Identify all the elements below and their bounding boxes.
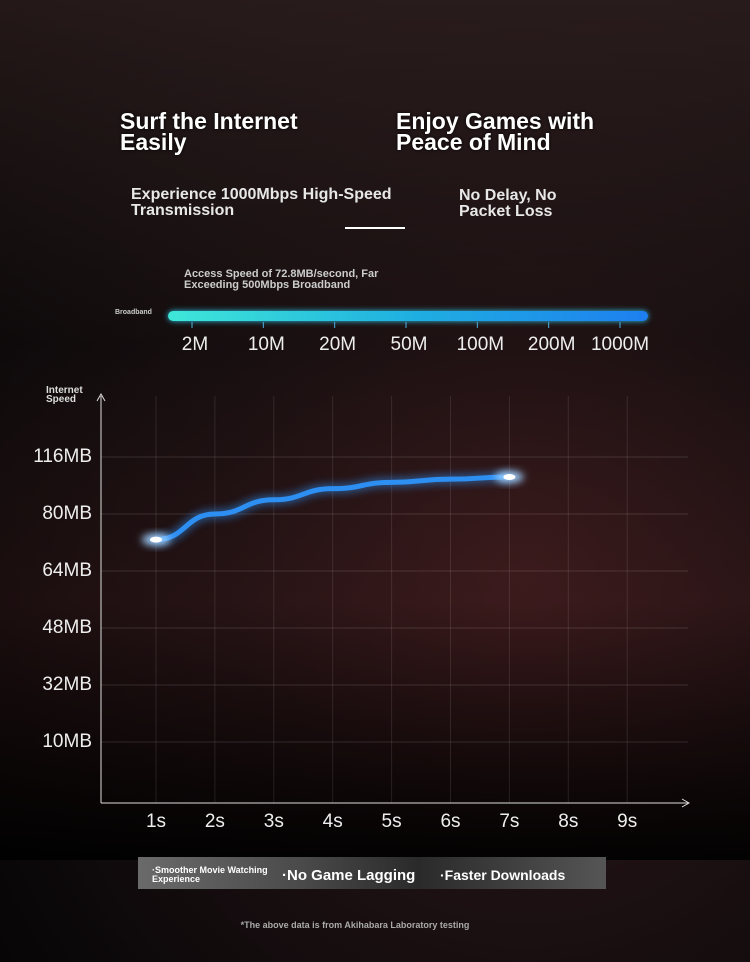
- x-tick-label: 2s: [205, 811, 225, 832]
- divider: [345, 227, 405, 229]
- x-tick-label: 1s: [146, 811, 166, 832]
- line: [153, 474, 512, 543]
- feature-bar: [138, 857, 606, 889]
- x-tick-label: 9s: [617, 811, 637, 832]
- x-tick-label: 4s: [323, 811, 343, 832]
- y-tick-label: 32MB: [42, 674, 92, 695]
- feature: ·Smoother Movie Watching Experience: [152, 865, 268, 884]
- subheading: Experience 1000Mbps High-Speed Transmiss…: [131, 186, 392, 219]
- footnote: *The above data is from Akihabara Labora…: [240, 920, 470, 930]
- y-tick-label: 116MB: [33, 446, 92, 467]
- background: [0, 0, 750, 860]
- glow-core: [503, 473, 516, 480]
- y-axis-label: Internet Speed: [46, 385, 83, 405]
- feature: ·Faster Downloads: [440, 867, 566, 883]
- speed-mark-label: 2M: [182, 334, 208, 355]
- heading: Enjoy Games with Peace of Mind: [396, 108, 595, 155]
- speed-mark-label: 20M: [319, 334, 356, 355]
- glow-core: [150, 536, 162, 543]
- speed-mark-label: 10M: [248, 334, 285, 355]
- speed-mark-label: 1000M: [591, 334, 649, 355]
- feature: ·No Game Lagging: [282, 867, 416, 884]
- axis-arrows: [96, 392, 691, 808]
- y-tick-label: 80MB: [42, 503, 92, 524]
- speed-mark-label: 50M: [391, 334, 428, 355]
- heading: Surf the Internet Easily: [120, 108, 298, 155]
- x-tick-label: 7s: [499, 811, 519, 832]
- y-tick-label: 64MB: [42, 560, 92, 581]
- speed-bar: [168, 311, 648, 321]
- x-tick-label: 3s: [264, 811, 284, 832]
- subheading: No Delay, No Packet Loss: [459, 187, 557, 220]
- y-tick-label: 48MB: [42, 617, 92, 638]
- x-tick-label: 8s: [558, 811, 578, 832]
- x-tick-label: 5s: [382, 811, 402, 832]
- speed-mark-label: 200M: [528, 334, 576, 355]
- x-tick-label: 6s: [440, 811, 460, 832]
- speed-caption: Access Speed of 72.8MB/second, Far Excee…: [184, 268, 379, 291]
- speed-label: Broadband: [115, 309, 152, 316]
- speed-mark-label: 100M: [457, 334, 505, 355]
- y-tick-label: 10MB: [42, 731, 92, 752]
